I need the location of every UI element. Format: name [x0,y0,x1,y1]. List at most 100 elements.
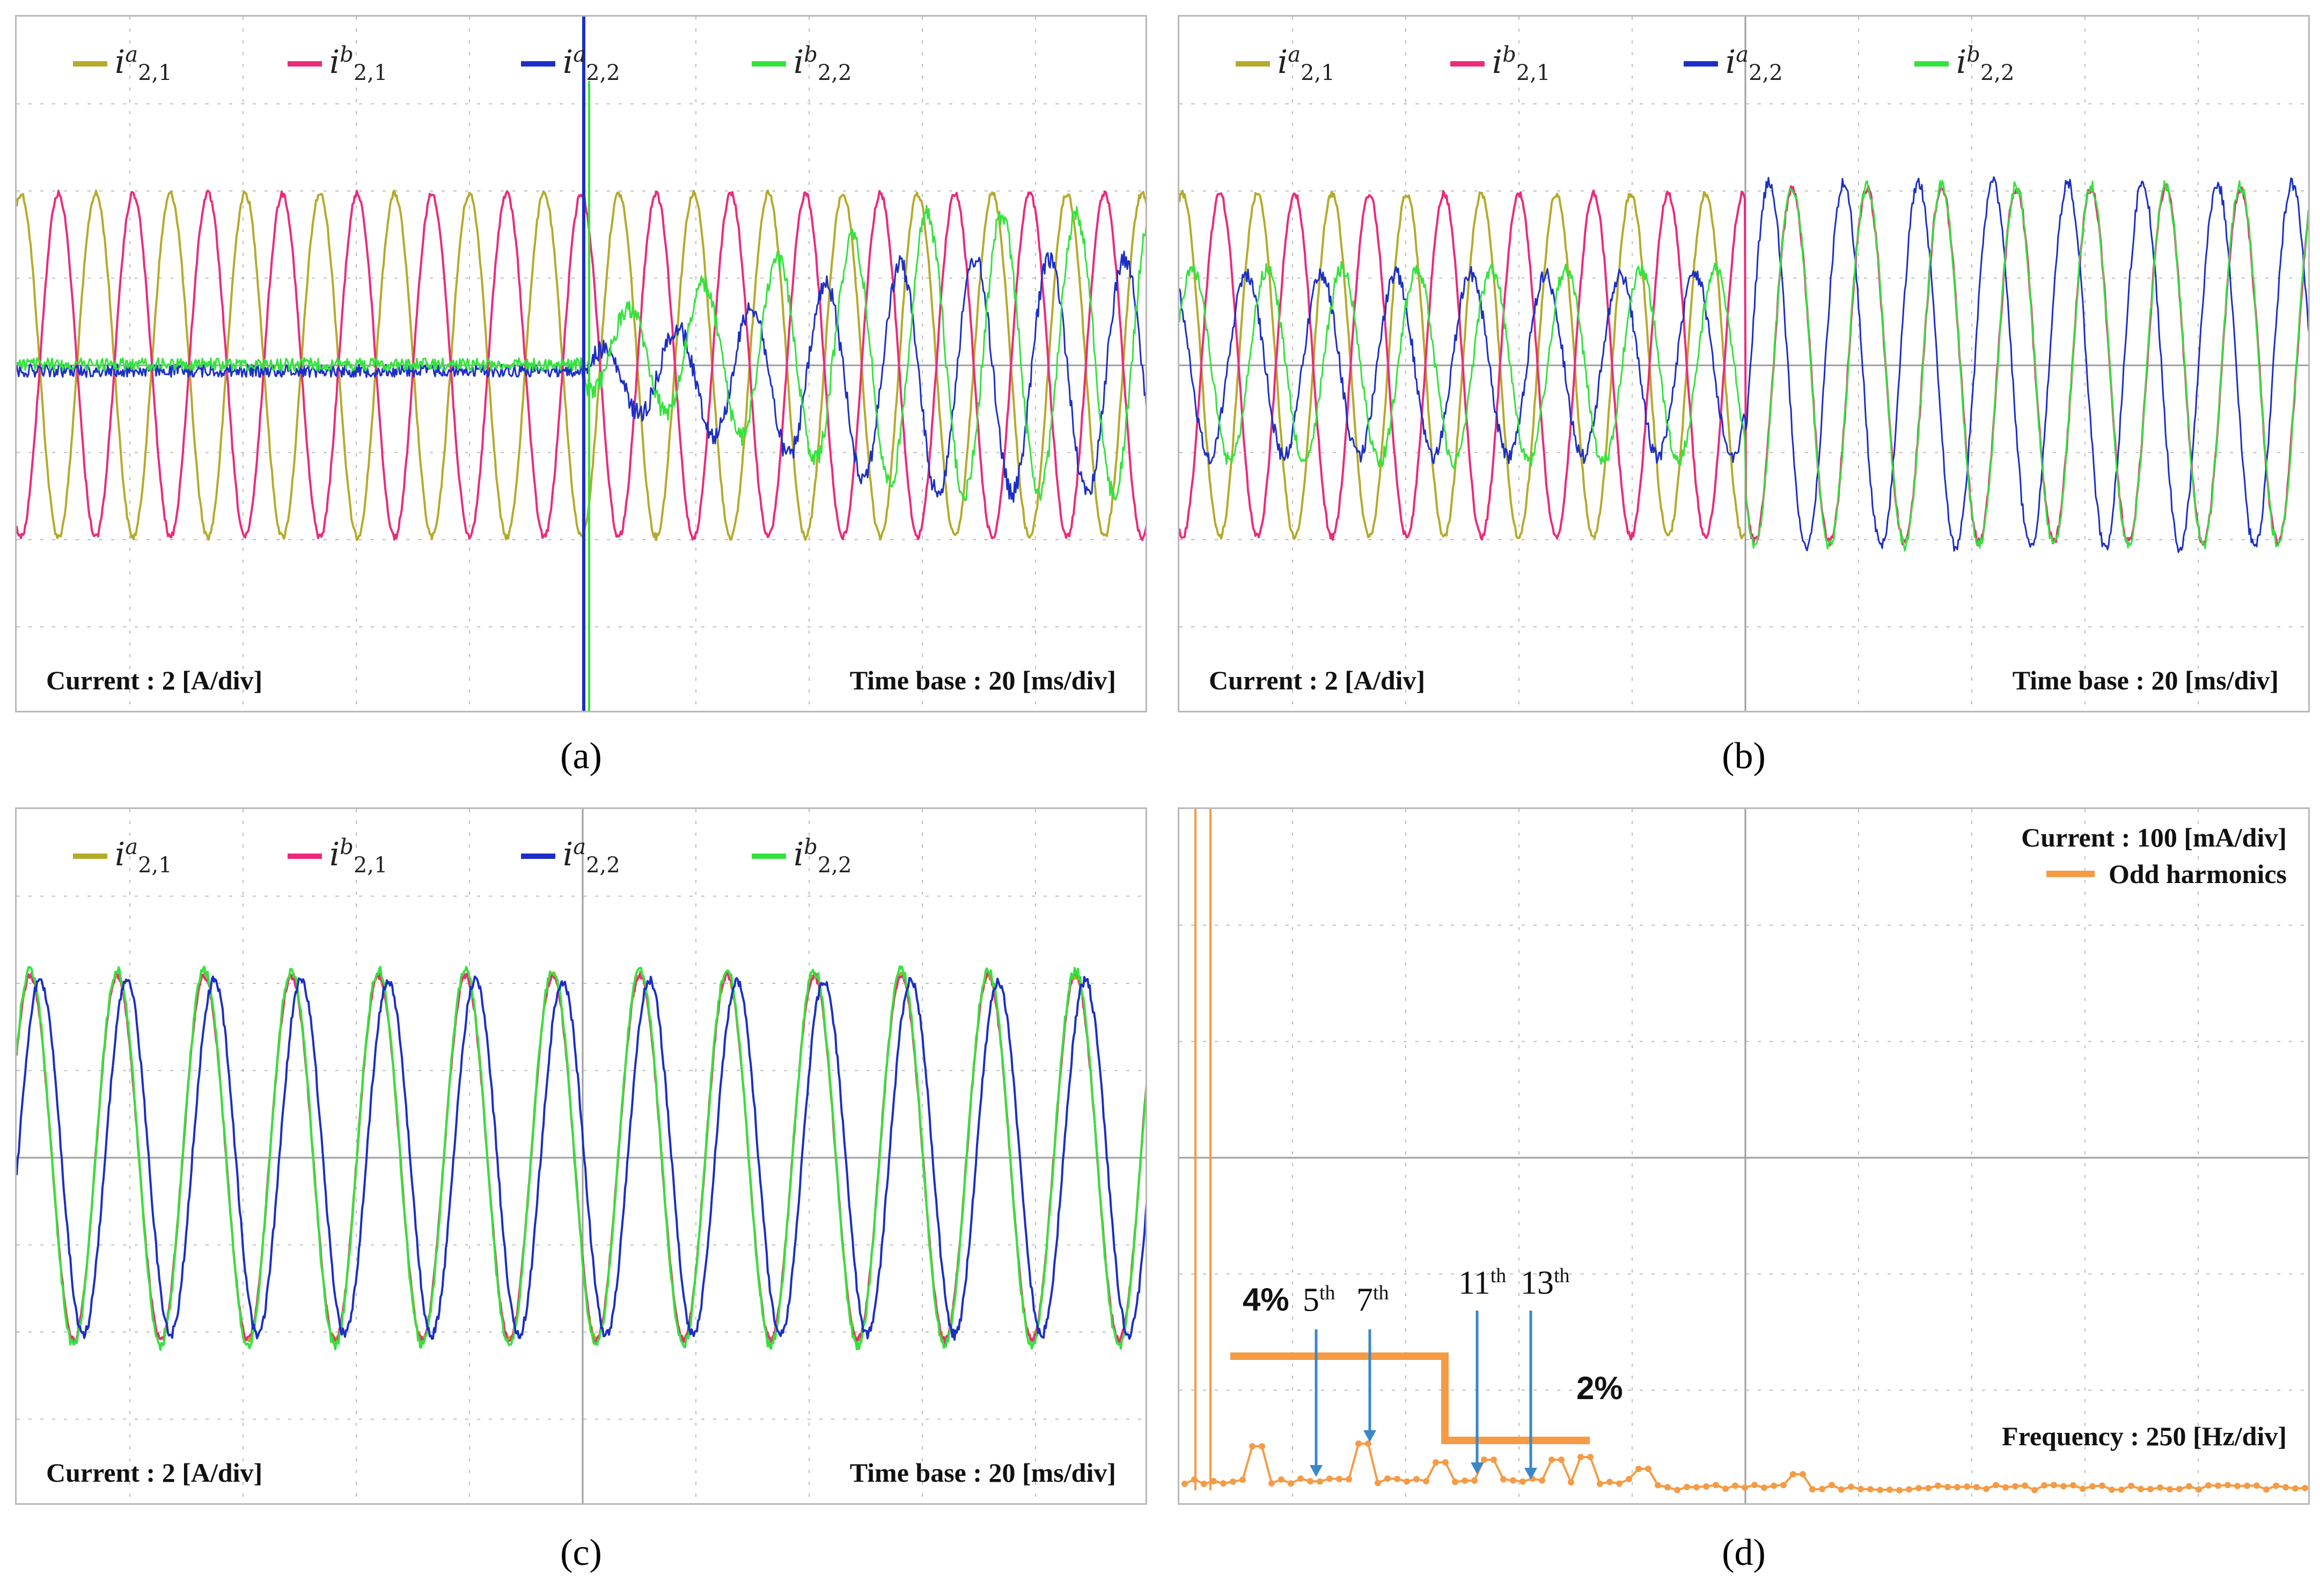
spectrum-point [1829,1482,1835,1489]
spectrum-point [1973,1484,1980,1491]
spectrum-point [1491,1457,1497,1463]
trace-ia22 [17,975,1146,1341]
spectrum-point [1896,1487,1903,1494]
panel-a-traces [17,17,1146,711]
legend-label-ia22: ia2,2 [563,42,620,85]
spectrum-point [1819,1485,1825,1492]
spectrum-point [2224,1482,2231,1489]
caption-a: (a) [560,736,602,777]
legend-label-ia22: ia2,2 [1726,42,1783,85]
spectrum-point [1577,1454,1584,1460]
legend-label-ib22: ib2,2 [794,835,852,878]
spectrum-point [2002,1484,2009,1491]
spectrum-point [1307,1477,1313,1484]
spectrum-point [2041,1482,2047,1489]
legend-ib22: ib2,2 [1914,42,2014,85]
legend-swatch-ia22 [521,61,555,67]
spectrum-point [1954,1484,1961,1491]
legend-ia21: ia2,1 [73,42,172,85]
caption-b: (b) [1722,736,1766,777]
spectrum-point [2273,1482,2279,1489]
spectrum-point [2089,1483,2096,1490]
spectrum-point [1722,1485,1729,1492]
spectrum-point [2060,1483,2067,1490]
spectrum-point [1239,1476,1246,1483]
legend-ia21: ia2,1 [73,835,172,878]
spectrum-point [1471,1477,1478,1484]
spectrum-point [1693,1484,1700,1491]
spectrum-point [2157,1484,2163,1491]
spectrum-point [1220,1480,1227,1487]
legend-ib21: ib2,1 [1450,42,1550,85]
spectrum-point [2167,1485,2173,1492]
spectrum-point [1278,1476,1284,1483]
trace-ib21 [1179,183,2308,547]
spectrum-point [1452,1479,1458,1485]
spectrum-point [1761,1484,1767,1491]
spectrum-point [1935,1482,1941,1489]
spectrum-point [1210,1477,1217,1484]
spectrum-point [2302,1484,2308,1491]
legend-ib22: ib2,2 [752,835,851,878]
spectrum-point [1809,1486,1816,1493]
spectrum-point [1500,1476,1507,1483]
spectrum-point [1230,1478,1236,1485]
arrow-7th-head [1363,1430,1376,1442]
spectrum-point [1944,1483,1951,1490]
spectrum-point [2051,1482,2057,1489]
spectrum-point [2196,1486,2202,1493]
spectrum-point [1867,1485,1874,1492]
spectrum-point [1925,1485,1932,1492]
spectrum-point [1336,1475,1342,1482]
spectrum-point [1201,1480,1207,1487]
legend-swatch-ib21 [1450,61,1485,67]
panel-a-oscilloscope: ia2,1 ib2,1 ia2,2 ib2,2 Current : 2 [A/div]… [15,15,1147,712]
harmonic-7-label: 7th [1356,1282,1389,1319]
panel-c-oscilloscope: ia2,1 ib2,1 ia2,2 ib2,2 Current : 2 [A/div]… [15,807,1147,1505]
arrow-11th-head [1471,1462,1484,1474]
spectrum-point [1684,1483,1690,1490]
spectrum-point [1983,1485,1989,1492]
trace-ib22 [17,205,1146,502]
spectrum-point [2031,1487,2038,1494]
spectrum-point [1858,1485,1864,1492]
legend-ia22: ia2,2 [521,835,620,878]
spectrum-point [1906,1486,1912,1493]
arrow-13th-head [1524,1468,1537,1480]
spectrum-point [1635,1466,1642,1472]
spectrum-point [2109,1486,2115,1493]
spectrum-point [2205,1482,2212,1489]
spectrum-point [2263,1486,2270,1493]
spectrum-point [1848,1483,1854,1490]
spectrum-point [1297,1475,1304,1482]
trace-ib22 [1179,180,2308,551]
panel-a-current-scale: Current : 2 [A/div] [46,665,263,695]
spectrum-point [2022,1482,2028,1489]
panel-c-grid [17,809,1146,1503]
legend-swatch-ia22 [1684,61,1718,67]
spectrum-point [1375,1480,1381,1487]
panel-d-spectrum: Current : 100 [mA/div] Odd harmonics Fre… [1178,807,2310,1505]
odd-harmonics-swatch [2046,871,2095,877]
trace-ib22 [17,965,1146,1351]
legend-swatch-ib22 [1914,61,1949,67]
limit-4-percent-label: 4% [1243,1282,1289,1318]
legend-ib21: ib2,1 [288,835,387,878]
spectrum-point [1394,1475,1400,1482]
panel-b-time-base: Time base : 20 [ms/div] [2012,665,2279,695]
spectrum-point [1877,1487,1883,1494]
arrow-5th-head [1310,1465,1323,1477]
spectrum-point [1732,1482,1738,1489]
legend-ib22: ib2,2 [752,42,851,85]
spectrum-point [2099,1482,2105,1489]
spectrum-point [1703,1483,1709,1490]
harmonic-11-label: 11th [1458,1264,1507,1301]
spectrum-point [2292,1485,2299,1492]
spectrum-point [1664,1484,1671,1491]
spectrum-point [1790,1471,1796,1477]
spectrum-point [1519,1478,1526,1485]
legend-label-ia21: ia2,1 [115,835,172,878]
spectrum-point [1800,1471,1806,1477]
trace-ia22 [17,251,1146,503]
spectrum-point [1423,1477,1429,1484]
